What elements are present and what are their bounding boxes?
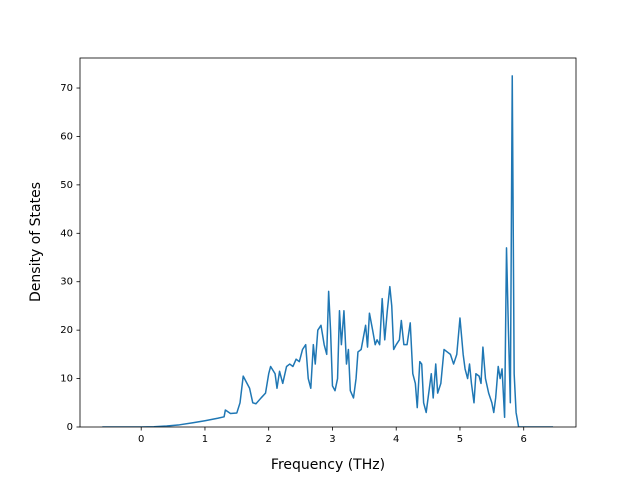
x-tick-label: 5 xyxy=(457,434,463,445)
y-tick-label: 40 xyxy=(60,228,73,239)
y-tick-label: 70 xyxy=(60,83,73,94)
y-tick-label: 30 xyxy=(60,277,73,288)
y-tick-label: 60 xyxy=(60,131,73,142)
y-tick-label: 0 xyxy=(67,422,73,433)
x-tick-label: 0 xyxy=(138,434,144,445)
y-tick-label: 20 xyxy=(60,325,73,336)
x-tick-label: 2 xyxy=(266,434,272,445)
x-tick-label: 1 xyxy=(202,434,208,445)
y-axis-label: Density of States xyxy=(28,182,44,302)
x-tick-label: 3 xyxy=(329,434,335,445)
x-tick-label: 6 xyxy=(521,434,527,445)
line-series xyxy=(102,75,554,427)
x-axis-label: Frequency (THz) xyxy=(271,457,385,473)
plot-frame xyxy=(79,57,577,428)
y-tick-label: 50 xyxy=(60,180,73,191)
x-tick-label: 4 xyxy=(393,434,399,445)
y-tick-label: 10 xyxy=(60,374,73,385)
